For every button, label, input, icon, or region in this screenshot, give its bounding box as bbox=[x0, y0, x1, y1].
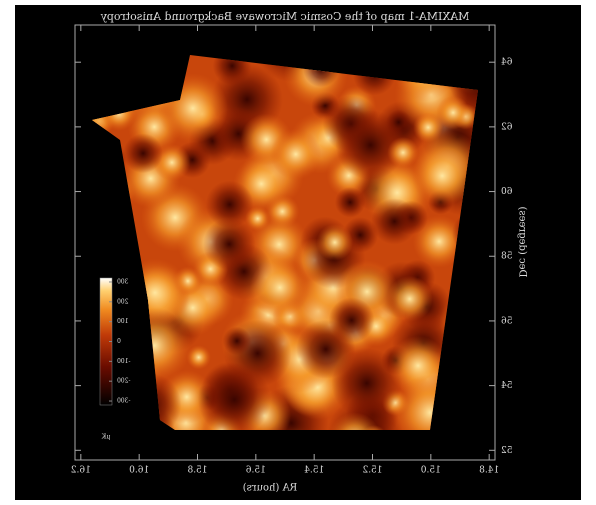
hot-spot bbox=[245, 205, 271, 232]
cold-spot bbox=[123, 133, 163, 174]
hot-spot bbox=[387, 136, 419, 169]
x-tick-label: 16.2 bbox=[71, 466, 91, 476]
hot-spot bbox=[249, 257, 310, 318]
y-tick-label: 58 bbox=[501, 252, 513, 262]
cold-spot bbox=[334, 187, 366, 218]
y-tick-label: 52 bbox=[501, 446, 512, 456]
colorbar-tick-label: 0 bbox=[117, 338, 121, 345]
cold-spot bbox=[203, 217, 256, 271]
hot-spot bbox=[413, 112, 444, 143]
x-tick-label: 15.2 bbox=[362, 466, 382, 476]
colorbar-tick-label: 300 bbox=[117, 278, 129, 285]
hot-spot bbox=[412, 214, 466, 268]
hot-spot bbox=[436, 95, 470, 130]
x-tick-label: 16.0 bbox=[129, 466, 149, 476]
cold-spot bbox=[386, 109, 412, 135]
hot-spot bbox=[270, 128, 322, 180]
y-axis-label: Dec (degrees) bbox=[517, 206, 528, 277]
x-tick-label: 15.0 bbox=[421, 466, 441, 476]
cold-spot bbox=[328, 297, 375, 344]
y-tick-label: 54 bbox=[501, 381, 513, 391]
hot-spot bbox=[411, 145, 473, 207]
hot-spot bbox=[316, 224, 354, 261]
y-tick-label: 64 bbox=[501, 58, 513, 68]
plot-frame bbox=[74, 24, 496, 461]
hot-spot bbox=[328, 412, 381, 430]
chart-title: MAXIMA-1 map of the Cosmic Microwave Bac… bbox=[100, 10, 470, 23]
colorbar-tick-label: -300 bbox=[117, 398, 131, 405]
x-tick-label: 15.6 bbox=[246, 466, 266, 476]
x-tick-label: 15.4 bbox=[304, 466, 324, 476]
y-tick-label: 56 bbox=[501, 316, 513, 326]
cold-spot bbox=[197, 363, 271, 430]
colorbar-tick-label: 200 bbox=[117, 298, 129, 305]
colorbar-tick-label: -200 bbox=[117, 378, 131, 385]
cold-spot bbox=[222, 326, 252, 356]
colorbar-tick-label: 100 bbox=[117, 318, 129, 325]
x-tick-label: 14.8 bbox=[479, 466, 499, 476]
hot-spot bbox=[186, 345, 211, 370]
cold-spot bbox=[371, 198, 418, 245]
colorbar-label: μK bbox=[101, 434, 110, 441]
y-tick-label: 60 bbox=[501, 187, 513, 197]
cold-spot bbox=[205, 180, 254, 229]
x-tick-label: 15.8 bbox=[187, 466, 207, 476]
x-axis-label: RA (hours) bbox=[243, 483, 298, 494]
y-tick-label: 62 bbox=[501, 122, 512, 132]
colorbar-tick-label: -100 bbox=[117, 358, 131, 365]
